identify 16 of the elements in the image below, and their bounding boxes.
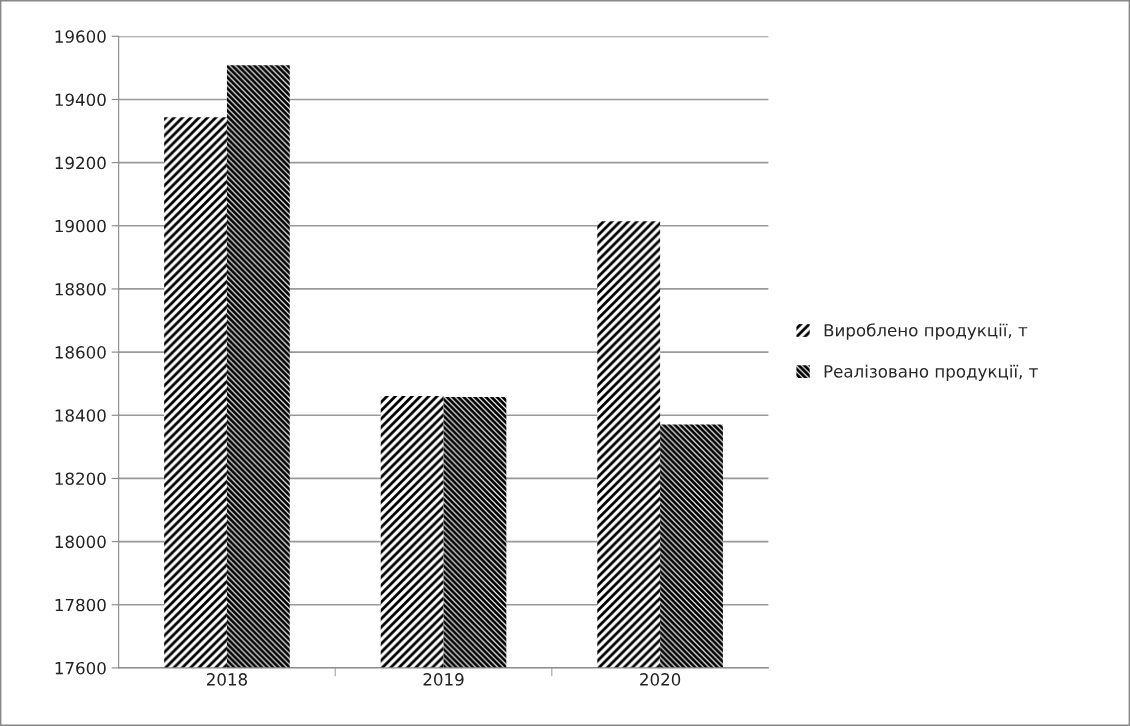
x-tick-label: 2019 [423, 673, 464, 686]
legend-label: Вироблено продукції, т [824, 323, 1028, 340]
y-tick-label: 18600 [55, 346, 106, 359]
legend-label: Реалізовано продукції, т [824, 364, 1038, 381]
y-tick-label: 18800 [55, 282, 106, 296]
y-tick-label: 19600 [55, 30, 106, 43]
y-tick-label: 17600 [55, 661, 106, 675]
x-tick-label: 2018 [206, 673, 248, 686]
y-tick-label: 19400 [55, 93, 106, 107]
y-tick-label: 17800 [55, 598, 106, 612]
y-tick-label: 18400 [55, 409, 106, 422]
y-tick-label: 18200 [55, 472, 106, 485]
y-tick-label: 18000 [55, 535, 106, 549]
y-tick-label: 19000 [55, 219, 106, 233]
y-tick-label: 19200 [55, 156, 106, 170]
x-tick-label: 2020 [640, 673, 681, 686]
